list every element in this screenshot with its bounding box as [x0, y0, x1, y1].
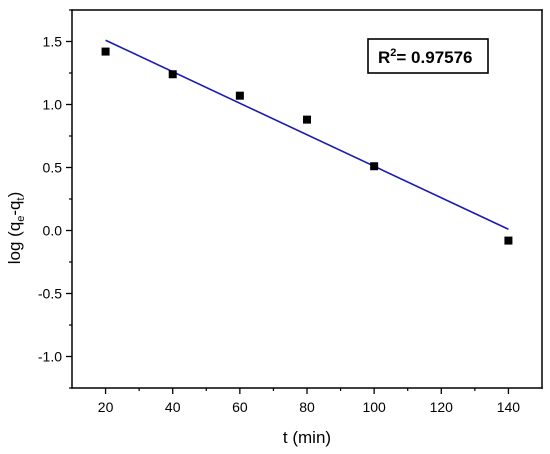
data-points — [101, 47, 513, 245]
r2-superscript: 2 — [390, 47, 396, 59]
y-tick-label: 1.0 — [43, 97, 63, 113]
y-axis-title: log (qe-qt) — [5, 192, 27, 265]
x-tick-label: 140 — [497, 399, 521, 415]
y-tick-label: -1.0 — [38, 349, 62, 365]
data-point — [303, 115, 311, 124]
y-tick-label: 0.5 — [43, 160, 63, 176]
data-point — [235, 91, 244, 100]
x-tick-label: 120 — [430, 399, 454, 415]
x-tick-label: 60 — [232, 399, 248, 415]
y-axis-title-sub-t: t — [15, 197, 27, 200]
ticks: 20 40 60 80 100 120 140 -1.0 -0.5 0.0 0.5 1.0 1.5 — [38, 9, 521, 415]
x-tick-label: 20 — [98, 399, 114, 415]
y-axis-title-sub-e: e — [15, 216, 27, 222]
x-tick-label: 100 — [362, 399, 386, 415]
x-tick-label: 80 — [299, 399, 315, 415]
x-tick-label: 40 — [165, 399, 181, 415]
y-axis-title-prefix: log (q — [5, 222, 24, 265]
y-tick-label: 0.0 — [43, 223, 63, 239]
data-point — [168, 70, 177, 79]
r2-prefix: R — [378, 48, 390, 67]
y-axis-title-suffix: ) — [5, 192, 24, 198]
data-point — [370, 162, 379, 171]
r2-annotation: R2= 0.97576 — [367, 38, 489, 74]
y-tick-label: 1.5 — [43, 34, 63, 50]
x-axis-title: t (min) — [283, 428, 331, 447]
data-point — [101, 47, 110, 56]
y-axis-title-mid: -q — [5, 200, 24, 215]
y-tick-label: -0.5 — [38, 286, 62, 302]
data-point — [504, 236, 513, 245]
r2-annotation-text: R2= 0.97576 — [378, 47, 473, 67]
r2-annotation-box — [367, 38, 489, 74]
r2-value: = 0.97576 — [396, 48, 472, 67]
